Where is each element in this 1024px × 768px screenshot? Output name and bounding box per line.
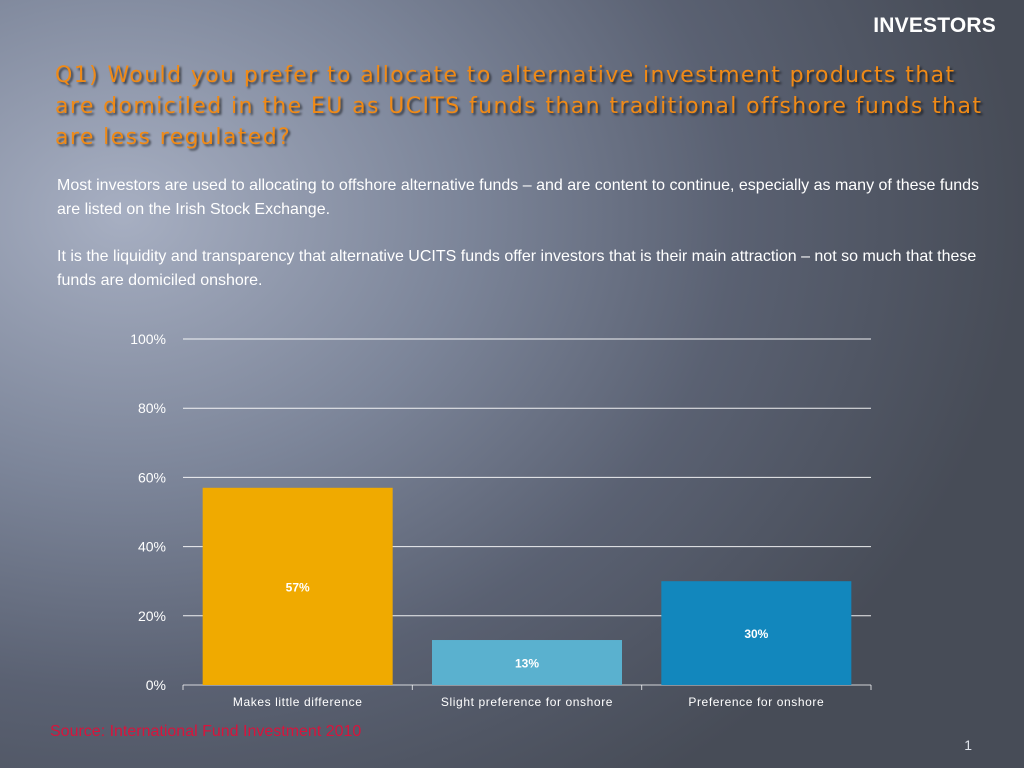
x-tick-label: Makes little difference xyxy=(233,695,363,709)
body-text: Most investors are used to allocating to… xyxy=(57,174,1002,316)
data-labels: 57% 13% 30% xyxy=(286,580,769,670)
y-tick-label: 40% xyxy=(138,539,166,555)
x-tick-label: Preference for onshore xyxy=(688,695,824,709)
paragraph: Most investors are used to allocating to… xyxy=(57,177,980,218)
x-axis-ticks: Makes little difference Slight preference… xyxy=(182,685,872,709)
bar xyxy=(432,640,622,685)
bar xyxy=(661,581,852,685)
data-label: 30% xyxy=(744,627,768,641)
x-tick-label: Slight preference for onshore xyxy=(441,695,613,709)
bars xyxy=(202,487,852,685)
y-tick-label: 0% xyxy=(146,677,166,693)
page-number: 1 xyxy=(964,737,972,753)
y-axis-ticks: 0% 20% 40% 60% 80% 100% xyxy=(130,331,166,693)
paragraph: It is the liquidity and transparency tha… xyxy=(57,248,977,289)
y-tick-label: 20% xyxy=(138,608,166,624)
y-tick-label: 100% xyxy=(130,331,166,347)
y-tick-label: 80% xyxy=(138,400,166,416)
data-label: 13% xyxy=(515,657,539,671)
y-tick-label: 60% xyxy=(138,469,166,485)
source-note: Source: International Fund Investment 20… xyxy=(50,723,362,740)
bar xyxy=(202,487,393,685)
section-tag: INVESTORS xyxy=(873,14,996,37)
data-label: 57% xyxy=(286,580,310,594)
slide-title: Q1) Would you prefer to allocate to alte… xyxy=(55,63,983,150)
